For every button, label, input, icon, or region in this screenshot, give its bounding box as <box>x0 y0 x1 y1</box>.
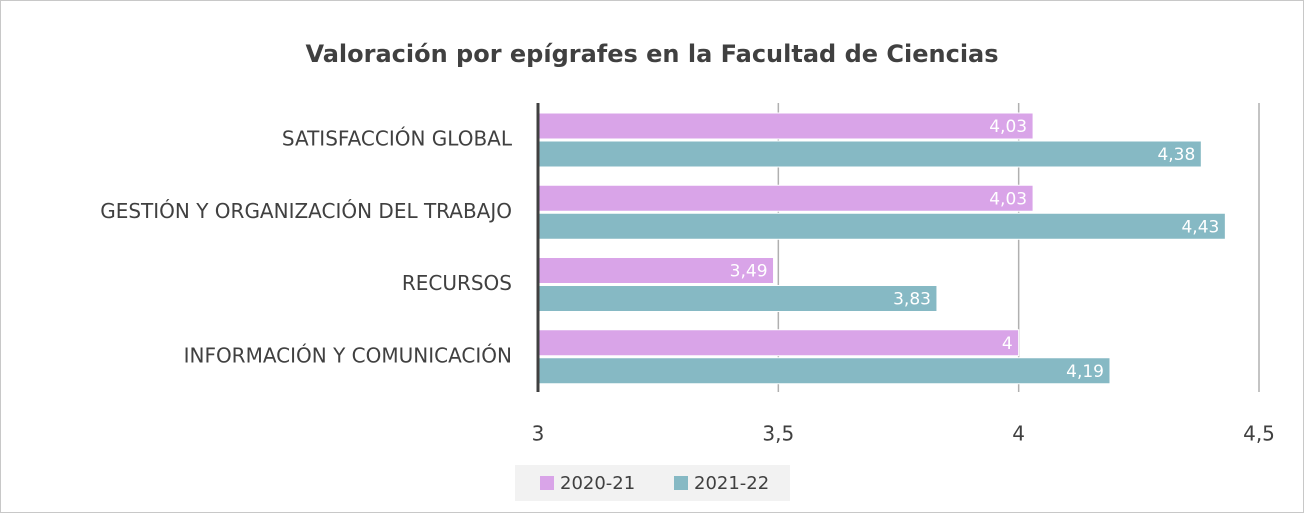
data-label: 4,43 <box>1181 217 1219 237</box>
x-tick-label: 4,5 <box>1243 422 1275 446</box>
y-tick-label: SATISFACCIÓN GLOBAL <box>282 127 513 151</box>
y-tick-label: INFORMACIÓN Y COMUNICACIÓN <box>184 343 512 367</box>
legend-swatch <box>674 476 688 490</box>
data-label: 4,38 <box>1157 145 1195 165</box>
legend-box <box>515 465 790 501</box>
bar <box>537 285 938 312</box>
x-tick-label: 3 <box>532 422 545 446</box>
bar <box>537 257 775 284</box>
data-label: 4,19 <box>1066 362 1104 382</box>
x-tick-label: 4 <box>1012 422 1025 446</box>
bar <box>537 140 1202 168</box>
legend-swatch <box>540 476 554 490</box>
data-label: 3,49 <box>730 262 768 282</box>
chart-title: Valoración por epígrafes en la Facultad … <box>305 40 998 68</box>
bar <box>537 329 1020 357</box>
bar <box>537 184 1034 212</box>
data-label: 4,03 <box>989 189 1027 209</box>
y-tick-label: RECURSOS <box>402 271 512 295</box>
legend-label: 2021-22 <box>694 473 769 494</box>
legend-label: 2020-21 <box>560 473 635 494</box>
bar <box>537 212 1226 240</box>
y-tick-label: GESTIÓN Y ORGANIZACIÓN DEL TRABAJO <box>100 199 512 223</box>
data-label: 4,03 <box>989 117 1027 137</box>
bar <box>537 112 1034 140</box>
data-label: 3,83 <box>893 290 931 310</box>
data-label: 4 <box>1002 334 1013 354</box>
x-tick-label: 3,5 <box>762 422 794 446</box>
bar <box>537 357 1111 385</box>
